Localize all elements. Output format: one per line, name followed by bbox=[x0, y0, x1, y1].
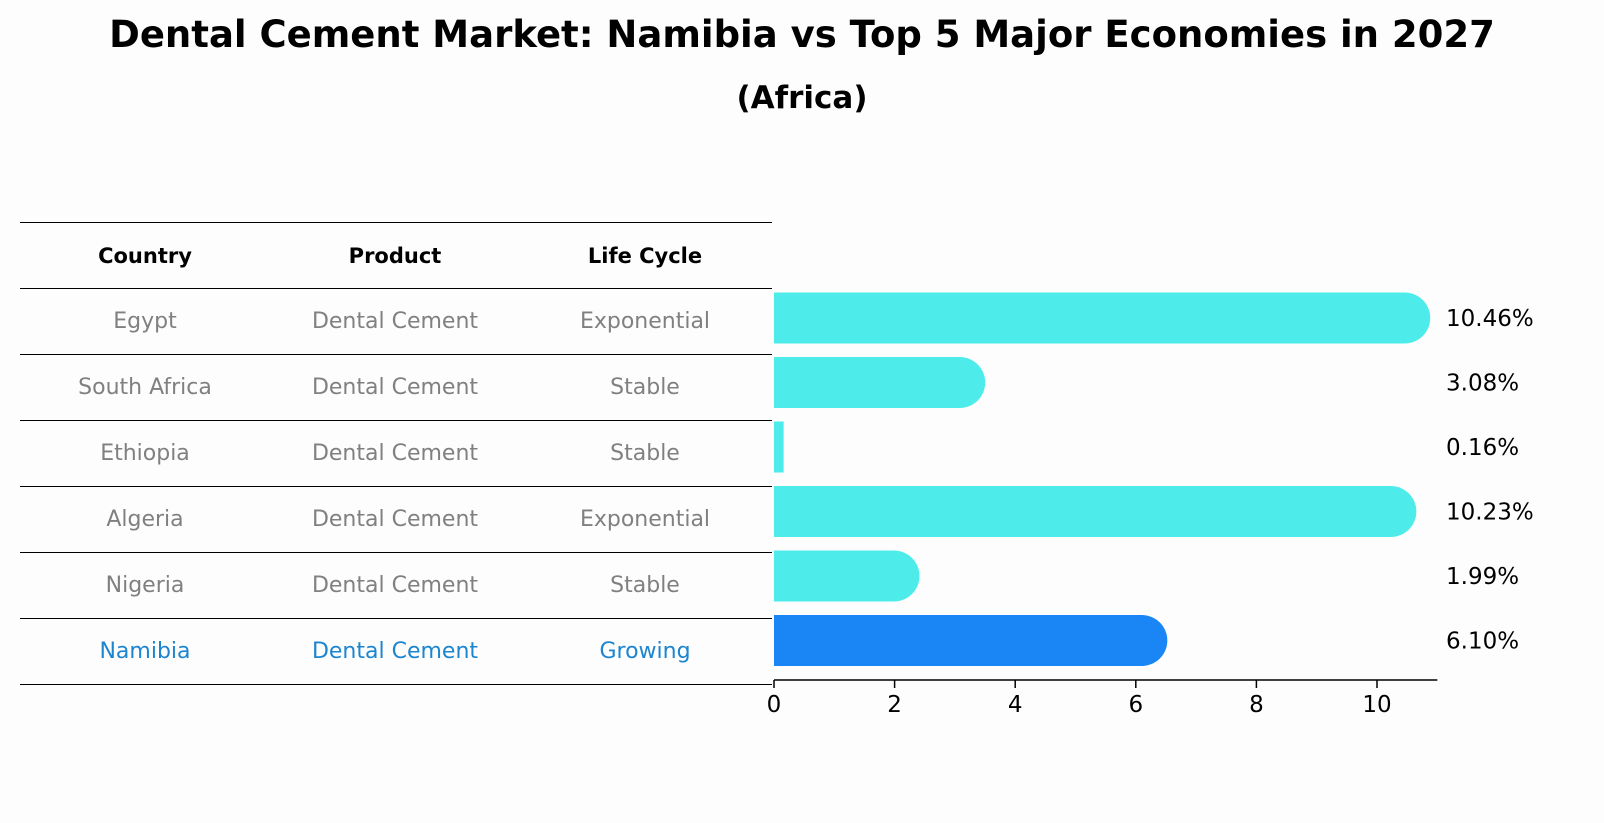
country-cell: South Africa bbox=[78, 375, 212, 400]
header-product: Product bbox=[348, 243, 442, 268]
value-label: 10.23% bbox=[1446, 500, 1534, 526]
country-cell: Nigeria bbox=[105, 573, 185, 598]
header-country: Country bbox=[98, 243, 192, 268]
chart-title: Dental Cement Market: Namibia vs Top 5 M… bbox=[109, 13, 1495, 56]
bar-ethiopia bbox=[774, 421, 784, 473]
country-table: Country Product Life Cycle Egypt Dental … bbox=[20, 222, 772, 685]
table-row: Egypt Dental Cement Exponential bbox=[20, 288, 772, 354]
bar-cap bbox=[1365, 486, 1417, 537]
x-tick-label: 0 bbox=[767, 692, 782, 718]
bar-chart: 10.46% 3.08% 0.16% 10.23% 1.99% 6.10% 0 2 4 6 8 10 bbox=[767, 292, 1534, 718]
bar-egypt bbox=[774, 292, 1431, 344]
x-axis-ticks: 0 2 4 6 8 10 bbox=[767, 680, 1392, 718]
product-cell: Dental Cement bbox=[311, 639, 479, 664]
country-cell: Ethiopia bbox=[100, 441, 190, 466]
bar bbox=[774, 421, 784, 473]
country-cell: Namibia bbox=[99, 639, 191, 664]
x-tick-label: 6 bbox=[1128, 692, 1143, 718]
country-cell: Algeria bbox=[106, 507, 184, 532]
life-cycle-cell: Exponential bbox=[579, 507, 711, 532]
value-label: 6.10% bbox=[1446, 629, 1519, 655]
bar-cap bbox=[868, 550, 920, 602]
bar-algeria bbox=[774, 486, 1417, 537]
bar bbox=[774, 486, 1391, 537]
life-cycle-cell: Stable bbox=[610, 441, 680, 466]
value-label: 0.16% bbox=[1446, 435, 1519, 461]
bar-namibia bbox=[774, 615, 1168, 666]
table-header-row: Country Product Life Cycle bbox=[20, 222, 772, 288]
table-row: Nigeria Dental Cement Stable bbox=[20, 552, 772, 618]
table-row-highlight: Namibia Dental Cement Growing bbox=[20, 618, 772, 685]
value-label-group: 10.46% 3.08% 0.16% 10.23% 1.99% 6.10% bbox=[1446, 306, 1534, 655]
value-label: 3.08% bbox=[1446, 371, 1519, 397]
table-row: South Africa Dental Cement Stable bbox=[20, 354, 772, 420]
value-label: 10.46% bbox=[1446, 306, 1534, 332]
x-tick-label: 4 bbox=[1008, 692, 1023, 718]
bar-group bbox=[774, 292, 1431, 666]
bar-south-africa bbox=[774, 357, 986, 408]
bar-cap bbox=[1116, 615, 1168, 666]
table-row: Ethiopia Dental Cement Stable bbox=[20, 420, 772, 486]
header-life-cycle: Life Cycle bbox=[587, 243, 703, 268]
product-cell: Dental Cement bbox=[311, 309, 479, 334]
product-cell: Dental Cement bbox=[311, 441, 479, 466]
table-row: Algeria Dental Cement Exponential bbox=[20, 486, 772, 552]
product-cell: Dental Cement bbox=[311, 375, 479, 400]
life-cycle-cell: Stable bbox=[610, 375, 680, 400]
chart-subtitle: (Africa) bbox=[736, 80, 868, 116]
bar bbox=[774, 357, 960, 408]
x-tick-label: 10 bbox=[1362, 692, 1391, 718]
bar-cap bbox=[1379, 292, 1431, 344]
product-cell: Dental Cement bbox=[311, 507, 479, 532]
country-cell: Egypt bbox=[113, 309, 177, 334]
life-cycle-cell: Stable bbox=[610, 573, 680, 598]
product-cell: Dental Cement bbox=[311, 573, 479, 598]
value-label: 1.99% bbox=[1446, 564, 1519, 590]
life-cycle-cell: Growing bbox=[599, 639, 691, 664]
bar-nigeria bbox=[774, 550, 920, 602]
bar-cap bbox=[934, 357, 986, 408]
bar bbox=[774, 292, 1405, 344]
life-cycle-cell: Exponential bbox=[579, 309, 711, 334]
x-tick-label: 8 bbox=[1249, 692, 1264, 718]
x-tick-label: 2 bbox=[887, 692, 902, 718]
bar bbox=[774, 615, 1142, 666]
